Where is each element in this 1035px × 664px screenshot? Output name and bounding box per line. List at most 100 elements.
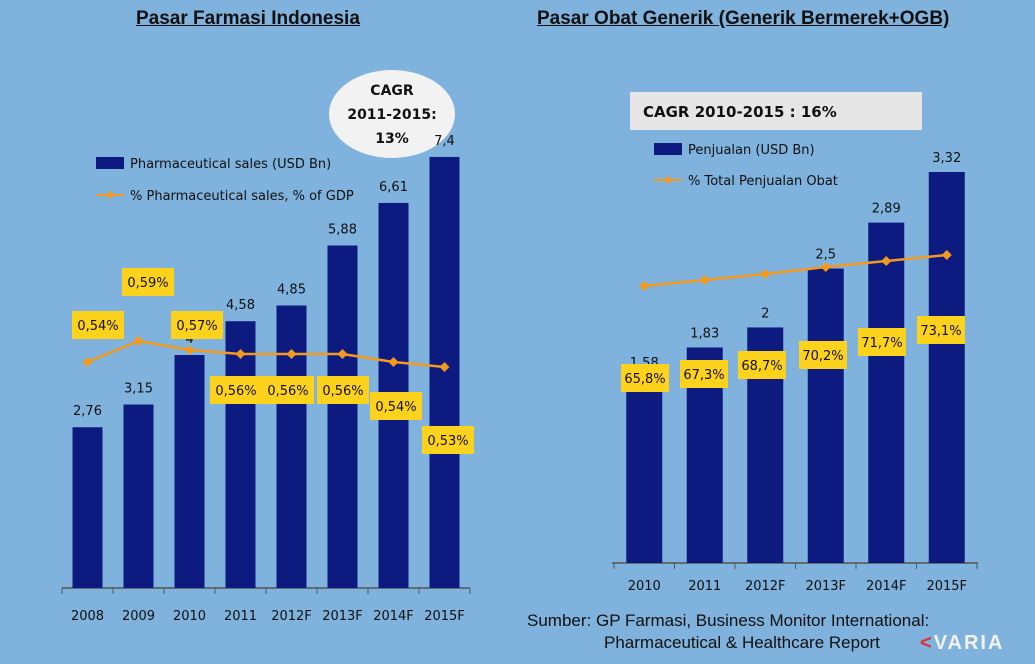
right-line-label-box — [738, 351, 786, 379]
left-legend-line-label: % Pharmaceutical sales, % of GDP — [130, 189, 354, 204]
left-legend-bar-swatch — [96, 157, 124, 169]
right-category-label: 2012F — [745, 579, 786, 594]
right-line-value-label: 67,3% — [683, 368, 724, 383]
left-line-label-box — [72, 311, 124, 339]
left-line-label-box — [262, 376, 314, 404]
left-line-value-label: 0,56% — [267, 384, 308, 399]
left-line-label-box — [317, 376, 369, 404]
left-line-marker — [439, 362, 450, 372]
right-bar-value-label: 2 — [761, 306, 769, 321]
right-line-marker — [639, 281, 650, 291]
left-bar-value-label: 2,76 — [73, 404, 102, 419]
right-category-label: 2015F — [926, 579, 967, 594]
source-note: Sumber: GP Farmasi, Business Monitor Int… — [527, 610, 929, 654]
right-line-marker — [699, 275, 710, 285]
left-bar — [276, 305, 307, 588]
cagr-box-label: CAGR 2010-2015 : 16% — [643, 103, 837, 121]
right-line-label-box — [621, 364, 669, 392]
left-category-label: 2011 — [224, 609, 257, 624]
cagr-bubble-line3: 13% — [375, 131, 409, 147]
left-line-marker — [388, 357, 399, 367]
right-legend-bar-swatch — [654, 143, 682, 155]
right-line-marker — [820, 262, 831, 272]
left-line-label-box — [370, 392, 422, 420]
left-chart-title: Pasar Farmasi Indonesia — [136, 8, 360, 29]
left-line-value-label: 0,54% — [77, 319, 118, 334]
right-legend-bar-label: Penjualan (USD Bn) — [688, 143, 815, 158]
cagr-bubble-line1: CAGR — [370, 83, 414, 99]
right-bar — [868, 222, 905, 563]
logo-text: VARIA — [933, 632, 1005, 654]
left-bar — [123, 404, 154, 588]
left-bar — [174, 355, 205, 588]
left-line-marker — [286, 349, 297, 359]
varia-logo: <VARIA — [920, 632, 1004, 655]
logo-mark: < — [920, 632, 934, 654]
left-line-label-box — [210, 376, 262, 404]
left-plot-area: 2,76 2008 3,15 2009 4 2010 4,58 2011 4,85 2012F 5,… — [61, 134, 474, 624]
right-line-marker — [760, 269, 771, 279]
left-line-label-box — [171, 311, 223, 339]
left-line-value-label: 0,59% — [127, 276, 168, 291]
left-bar-value-label: 6,61 — [379, 180, 408, 195]
left-category-label: 2013F — [322, 609, 363, 624]
left-line-value-label: 0,53% — [427, 434, 468, 449]
left-category-label: 2014F — [373, 609, 414, 624]
left-bar — [225, 321, 256, 588]
source-line-2: Pharmaceutical & Healthcare Report — [604, 633, 880, 652]
right-bar — [928, 171, 965, 563]
left-bar-value-label: 4,85 — [277, 282, 306, 297]
right-category-label: 2011 — [688, 579, 721, 594]
right-category-label: 2013F — [805, 579, 846, 594]
right-legend-line-label: % Total Penjualan Obat — [688, 174, 838, 189]
left-category-label: 2009 — [122, 609, 155, 624]
right-bar — [807, 268, 844, 563]
left-category-label: 2010 — [173, 609, 206, 624]
right-bar-value-label: 2,5 — [815, 248, 836, 263]
right-line-label-box — [917, 316, 965, 344]
right-legend-line-marker — [664, 176, 672, 184]
right-line-series — [644, 253, 947, 288]
left-bar — [429, 156, 460, 588]
right-line-label-box — [680, 360, 728, 388]
left-category-label: 2008 — [71, 609, 104, 624]
right-bar — [626, 376, 663, 563]
left-line-value-label: 0,56% — [215, 384, 256, 399]
cagr-box — [630, 92, 922, 130]
right-line-marker — [941, 250, 952, 260]
left-line-marker — [82, 357, 93, 367]
left-line-label-box — [122, 268, 174, 296]
cagr-bubble-line2: 2011-2015: — [347, 107, 436, 123]
right-line-value-label: 70,2% — [802, 349, 843, 364]
left-bar-value-label: 3,15 — [124, 382, 153, 397]
left-bar-value-label: 5,88 — [328, 222, 357, 237]
left-line-label-box — [422, 426, 474, 454]
left-line-value-label: 0,56% — [322, 384, 363, 399]
right-line-value-label: 71,7% — [861, 336, 902, 351]
right-chart-title: Pasar Obat Generik (Generik Bermerek+OGB… — [537, 8, 950, 29]
right-category-label: 2014F — [866, 579, 907, 594]
left-bar — [72, 427, 103, 588]
right-bar-value-label: 3,32 — [932, 151, 961, 166]
left-line-series — [87, 339, 445, 369]
left-line-marker — [235, 349, 246, 359]
right-line-value-label: 73,1% — [920, 324, 961, 339]
left-line-marker — [133, 336, 144, 346]
source-line-1: Sumber: GP Farmasi, Business Monitor Int… — [527, 611, 930, 630]
right-category-label: 2010 — [628, 579, 661, 594]
right-line-value-label: 65,8% — [624, 372, 665, 387]
right-bar-value-label: 2,89 — [872, 202, 901, 217]
right-line-marker — [881, 256, 892, 266]
right-line-label-box — [858, 328, 906, 356]
right-line-value-label: 68,7% — [741, 359, 782, 374]
cagr-bubble — [329, 70, 455, 158]
left-legend-line-marker — [106, 191, 114, 199]
left-line-value-label: 0,54% — [375, 400, 416, 415]
left-bar-value-label: 7,4 — [434, 134, 455, 149]
right-line-label-box — [799, 341, 847, 369]
right-bar-value-label: 1,83 — [690, 326, 719, 341]
left-legend-bar-label: Pharmaceutical sales (USD Bn) — [130, 157, 331, 172]
left-category-label: 2012F — [271, 609, 312, 624]
left-bar — [327, 245, 358, 589]
